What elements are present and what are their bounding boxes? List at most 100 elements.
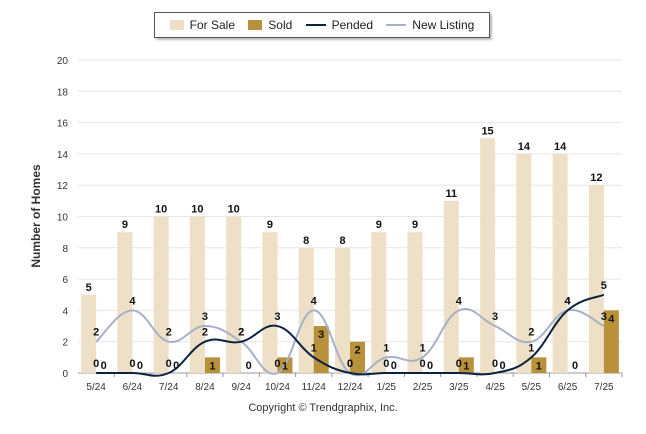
data-label-for-sale: 10	[228, 204, 240, 216]
bar-for-sale	[226, 216, 242, 373]
bar-for-sale	[117, 232, 133, 373]
data-label-for-sale: 10	[191, 204, 203, 216]
x-tick-label: 12/24	[337, 382, 362, 393]
y-tick-label: 4	[62, 306, 68, 317]
bar-for-sale	[298, 247, 314, 373]
data-label-new-listing: 0	[347, 358, 353, 370]
data-label-for-sale: 14	[554, 141, 567, 153]
bar-for-sale	[371, 232, 387, 373]
line-new-listing	[95, 308, 605, 377]
bar-for-sale	[516, 153, 532, 373]
data-label-sold: 0	[427, 360, 433, 372]
x-tick-label: 8/24	[195, 382, 215, 393]
x-tick-label: 5/24	[86, 382, 106, 393]
data-label-sold: 0	[500, 360, 506, 372]
data-label-new-listing: 4	[456, 295, 463, 307]
x-tick-label: 7/25	[594, 382, 614, 393]
data-label-new-listing: 1	[419, 342, 425, 354]
bar-sold	[313, 326, 329, 373]
data-label-pended: 0	[383, 358, 389, 370]
bar-for-sale	[552, 153, 568, 373]
legend-label-pended: Pended	[331, 18, 373, 32]
data-label-sold: 0	[101, 360, 107, 372]
x-tick-label: 6/25	[558, 382, 578, 393]
x-tick-label: 3/25	[449, 382, 469, 393]
bar-sold	[204, 357, 220, 373]
data-label-for-sale: 9	[412, 219, 418, 231]
y-tick-label: 20	[57, 56, 69, 67]
line-pended	[96, 293, 605, 377]
data-label-new-listing: 2	[166, 327, 172, 339]
bar-sold	[458, 357, 474, 373]
data-label-new-listing: 0	[274, 358, 280, 370]
data-label-pended: 0	[492, 358, 498, 370]
y-tick-label: 16	[57, 119, 69, 130]
data-label-for-sale: 9	[267, 219, 273, 231]
data-label-sold: 0	[391, 360, 397, 372]
data-label-pended: 1	[528, 342, 534, 354]
data-label-sold: 1	[463, 360, 469, 372]
data-label-for-sale: 11	[445, 188, 457, 200]
legend-item-for-sale: For Sale	[169, 18, 235, 32]
data-label-sold: 3	[318, 329, 324, 341]
x-tick-label: 1/25	[377, 382, 397, 393]
data-label-for-sale: 9	[376, 219, 382, 231]
legend-swatch-new-listing	[386, 24, 407, 26]
y-tick-label: 18	[57, 87, 69, 98]
data-label-pended: 0	[419, 358, 425, 370]
bar-sold	[531, 357, 547, 373]
legend-swatch-sold	[248, 20, 263, 30]
data-label-for-sale: 12	[590, 172, 602, 184]
data-label-new-listing: 2	[238, 327, 244, 339]
data-label-pended: 3	[274, 311, 280, 323]
data-label-sold: 0	[572, 360, 578, 372]
legend-item-new-listing: New Listing	[386, 18, 474, 32]
data-label-sold: 1	[536, 360, 542, 372]
data-label-sold: 0	[137, 360, 143, 372]
legend-swatch-for-sale	[169, 20, 184, 30]
x-tick-label: 7/24	[159, 382, 179, 393]
data-label-for-sale: 8	[339, 235, 345, 247]
data-label-pended: 2	[202, 327, 208, 339]
legend-item-sold: Sold	[248, 18, 292, 32]
copyright-text: Copyright © Trendgraphix, Inc.	[248, 402, 398, 414]
bar-for-sale	[407, 232, 423, 373]
data-label-sold: 2	[354, 345, 360, 357]
x-tick-label: 9/24	[231, 382, 251, 393]
y-tick-label: 6	[62, 275, 68, 286]
bar-for-sale	[480, 138, 496, 373]
y-tick-label: 12	[57, 181, 69, 192]
bar-for-sale	[443, 200, 459, 373]
x-tick-label: 11/24	[302, 382, 327, 393]
legend-item-pended: Pended	[305, 18, 373, 32]
data-label-sold: 0	[246, 360, 252, 372]
legend-label-sold: Sold	[268, 18, 293, 32]
data-label-pended: 4	[565, 295, 572, 307]
x-tick-label: 2/25	[413, 382, 433, 393]
data-label-sold: 1	[282, 360, 288, 372]
y-axis-label: Number of Homes	[29, 164, 43, 268]
data-label-for-sale: 14	[518, 141, 531, 153]
y-tick-label: 8	[62, 244, 68, 255]
data-label-new-listing: 2	[93, 327, 99, 339]
data-label-new-listing: 3	[202, 311, 208, 323]
bar-sold	[603, 310, 619, 373]
data-label-new-listing: 3	[601, 311, 607, 323]
y-tick-label: 2	[62, 338, 68, 349]
data-label-pended: 0	[93, 358, 99, 370]
data-label-pended: 0	[347, 358, 353, 370]
data-label-sold: 0	[173, 360, 179, 372]
bar-for-sale	[335, 247, 350, 373]
data-label-pended: 0	[456, 358, 462, 370]
data-label-for-sale: 15	[481, 125, 493, 137]
bar-sold	[350, 341, 365, 373]
legend-swatch-pended	[305, 24, 326, 26]
x-tick-label: 10/24	[265, 382, 290, 393]
data-label-new-listing: 3	[492, 311, 498, 323]
data-label-sold: 1	[209, 360, 215, 372]
data-label-for-sale: 5	[86, 282, 92, 294]
data-label-new-listing: 1	[383, 342, 389, 354]
data-label-for-sale: 8	[303, 235, 309, 247]
x-tick-label: 4/25	[485, 382, 505, 393]
